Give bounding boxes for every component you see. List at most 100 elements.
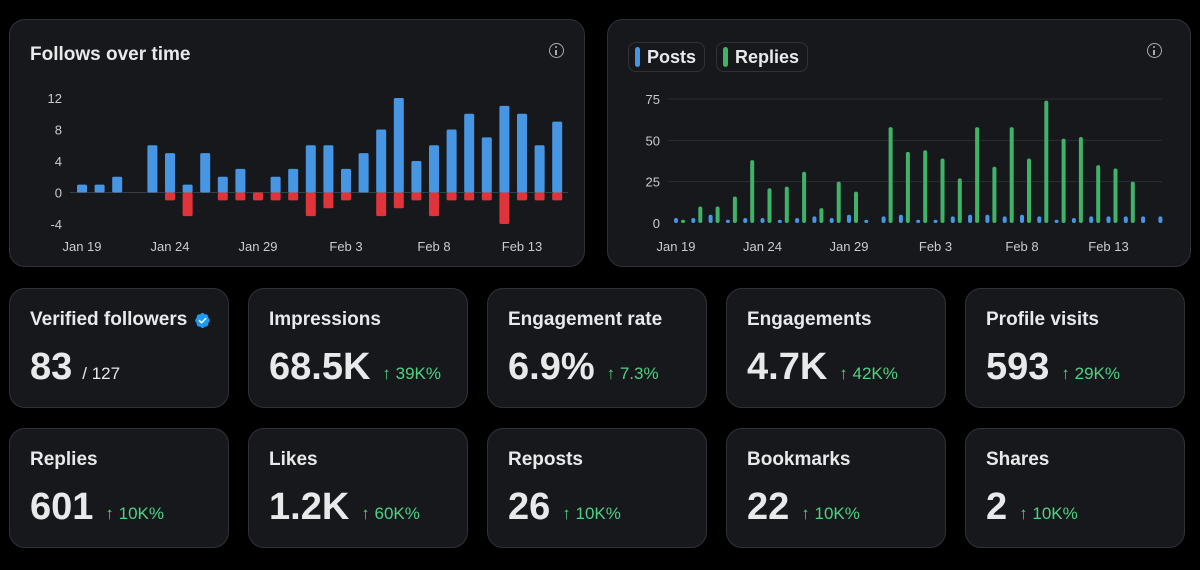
follows-negative-bar xyxy=(376,192,387,217)
posts-bar xyxy=(829,218,834,223)
follows-positive-bar xyxy=(112,176,123,193)
stat-card-replies[interactable]: Replies 601 ↑ 10K% xyxy=(9,428,229,548)
follows-positive-bar xyxy=(358,153,369,193)
stat-value: 601 xyxy=(30,486,94,528)
posts-bar xyxy=(1020,214,1024,223)
stat-card-impressions[interactable]: Impressions 68.5K ↑ 39K% xyxy=(248,288,468,408)
follows-positive-bar xyxy=(217,176,228,193)
follows-positive-bar xyxy=(94,184,105,193)
follows-negative-bar xyxy=(323,192,334,209)
x-tick-label: Jan 29 xyxy=(238,239,277,254)
legend-replies-toggle[interactable]: Replies xyxy=(716,42,809,72)
posts-bar xyxy=(1141,216,1146,223)
stat-label: Engagement rate xyxy=(508,309,663,330)
stat-change: ↑ 10K% xyxy=(1019,504,1078,523)
x-tick-label: Feb 13 xyxy=(502,239,542,254)
posts-bar xyxy=(1106,216,1111,223)
replies-bar xyxy=(992,166,997,223)
posts-bar xyxy=(968,214,973,223)
legend-posts-toggle[interactable]: Posts xyxy=(628,42,706,72)
stat-card-shares[interactable]: Shares 2 ↑ 10K% xyxy=(965,428,1185,548)
x-tick-label: Feb 13 xyxy=(1088,239,1128,254)
posts-bar xyxy=(760,218,765,223)
follows-positive-bar xyxy=(464,113,475,193)
stat-value: 6.9% xyxy=(508,346,595,388)
info-icon[interactable] xyxy=(1147,43,1162,58)
follows-negative-bar xyxy=(253,192,263,201)
x-tick-label: Jan 19 xyxy=(656,239,695,254)
stat-value-wrap: 22 ↑ 10K% xyxy=(747,486,860,529)
stat-value: 26 xyxy=(508,486,551,528)
stat-card-engagements[interactable]: Engagements 4.7K ↑ 42K% xyxy=(726,288,946,408)
stat-label: Replies xyxy=(30,449,98,470)
follows-positive-bar xyxy=(288,168,299,193)
follows-positive-bar xyxy=(517,113,527,193)
posts-bar xyxy=(950,216,955,223)
x-tick-label: Jan 24 xyxy=(743,239,782,254)
posts-bar xyxy=(812,216,817,223)
follows-positive-bar xyxy=(305,145,316,193)
stat-card-profile-visits[interactable]: Profile visits 593 ↑ 29K% xyxy=(965,288,1185,408)
stat-card-reposts[interactable]: Reposts 26 ↑ 10K% xyxy=(487,428,707,548)
follows-positive-bar xyxy=(77,184,87,193)
y-tick-label: 0 xyxy=(55,186,62,201)
stat-change: ↑ 60K% xyxy=(361,504,420,523)
replies-bar xyxy=(905,151,910,223)
follows-positive-bar xyxy=(147,145,158,193)
follows-positive-bar xyxy=(411,161,422,193)
follows-negative-bar xyxy=(429,192,439,217)
info-icon[interactable] xyxy=(549,43,564,58)
stat-value: 593 xyxy=(986,346,1050,388)
posts-swatch-icon xyxy=(635,47,640,67)
follows-positive-bar xyxy=(165,153,175,193)
stat-change: ↑ 42K% xyxy=(839,364,898,383)
follows-positive-bar xyxy=(446,129,457,193)
stat-card-verified-followers[interactable]: Verified followers 83 / 127 xyxy=(9,288,229,408)
stat-value: 2 xyxy=(986,486,1008,528)
follows-chart-card: Follows over time 12 8 4 0 -4 Jan 19 Jan 24 Jan… xyxy=(9,19,585,267)
follows-negative-bar xyxy=(288,192,299,201)
follows-negative-bar xyxy=(411,192,422,201)
posts-bar xyxy=(708,214,713,223)
follows-negative-bar xyxy=(305,192,316,217)
stat-value-wrap: 83 / 127 xyxy=(30,346,120,389)
follows-positive-bar xyxy=(323,145,334,193)
posts-replies-bar-chart[interactable]: 75 50 25 0 Jan 19 Jan 24 Jan 29 Feb 3 Feb 8 Feb 1… xyxy=(608,20,1192,268)
follows-negative-bar xyxy=(270,192,281,201)
replies-bar xyxy=(732,196,737,223)
posts-bar xyxy=(916,219,921,223)
stat-value: 4.7K xyxy=(747,346,828,388)
y-tick-label: 25 xyxy=(646,175,660,190)
replies-bar xyxy=(975,127,980,223)
x-tick-label: Feb 8 xyxy=(1005,239,1038,254)
replies-bar xyxy=(802,171,807,223)
stat-change: ↑ 39K% xyxy=(382,364,441,383)
stat-total: / 127 xyxy=(82,364,121,383)
follows-negative-bar xyxy=(393,192,404,209)
follows-negative-bar xyxy=(341,192,351,201)
verified-badge-icon xyxy=(195,312,211,328)
replies-bar xyxy=(1061,138,1066,223)
replies-bar xyxy=(836,181,841,223)
stat-card-likes[interactable]: Likes 1.2K ↑ 60K% xyxy=(248,428,468,548)
replies-bar xyxy=(819,208,824,223)
follows-positive-bar xyxy=(552,121,563,193)
follows-negative-bar xyxy=(534,192,545,201)
follows-negative-bar xyxy=(464,192,475,201)
stat-value: 83 xyxy=(30,346,73,388)
replies-bar xyxy=(681,219,685,223)
follows-positive-bar xyxy=(393,98,404,193)
follows-negative-bar xyxy=(481,192,492,201)
stat-card-bookmarks[interactable]: Bookmarks 22 ↑ 10K% xyxy=(726,428,946,548)
replies-bar xyxy=(715,206,720,223)
posts-bar xyxy=(674,218,678,223)
legend-posts-label: Posts xyxy=(647,46,697,67)
y-tick-label: 75 xyxy=(646,92,660,107)
posts-bar xyxy=(777,219,782,223)
posts-bar xyxy=(1037,216,1042,223)
posts-bar xyxy=(985,214,990,223)
legend-replies-label: Replies xyxy=(735,46,800,67)
stat-card-engagement-rate[interactable]: Engagement rate 6.9% ↑ 7.3% xyxy=(487,288,707,408)
stat-change: ↑ 10K% xyxy=(801,504,860,523)
